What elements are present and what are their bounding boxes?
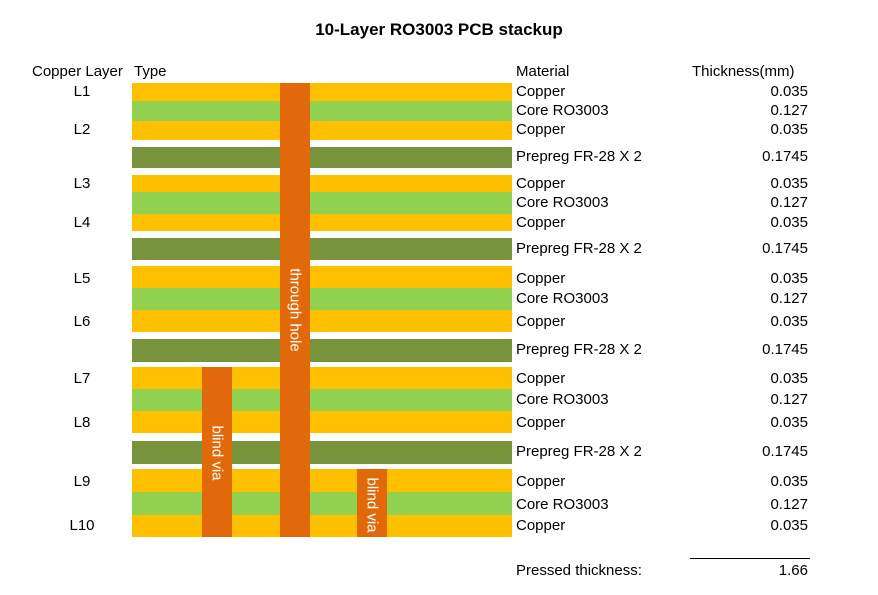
thickness-value: 0.1745 [762,148,808,165]
copper-layer-label: L3 [73,175,91,192]
material-label: Copper [516,313,566,330]
layer-band-copper [132,469,512,492]
material-label: Core RO3003 [516,194,609,211]
material-label: Copper [516,270,566,287]
thickness-value: 0.127 [770,391,808,408]
copper-layer-label: L4 [73,214,91,231]
material-label: Core RO3003 [516,102,609,119]
thickness-value: 0.035 [770,473,808,490]
thickness-value: 0.035 [770,121,808,138]
layer-band-copper [132,121,512,140]
material-label: Copper [516,121,566,138]
material-label: Copper [516,175,566,192]
layer-band-prepreg [132,339,512,362]
via-label: blind via [363,477,381,533]
material-label: Core RO3003 [516,391,609,408]
thickness-value: 0.035 [770,517,808,534]
material-label: Core RO3003 [516,290,609,307]
copper-layer-label: L1 [73,83,91,100]
layer-band-core [132,101,512,121]
thickness-value: 0.1745 [762,240,808,257]
material-label: Copper [516,414,566,431]
thickness-value: 0.035 [770,414,808,431]
pressed-thickness-label: Pressed thickness: [516,562,642,579]
thickness-value: 0.127 [770,496,808,513]
material-label: Prepreg FR-28 X 2 [516,148,642,165]
thickness-value: 0.035 [770,175,808,192]
material-label: Copper [516,473,566,490]
thickness-value: 0.127 [770,102,808,119]
layer-band-copper [132,266,512,288]
layer-band-core [132,192,512,214]
header-copper-layer: Copper Layer [32,63,123,80]
layer-band-copper [132,214,512,231]
thickness-value: 0.035 [770,214,808,231]
through-hole-via [280,83,310,537]
material-label: Copper [516,370,566,387]
thickness-value: 0.127 [770,194,808,211]
pressed-thickness-value: 1.66 [778,562,808,579]
thickness-value: 0.1745 [762,443,808,460]
layer-band-copper [132,310,512,332]
material-label: Copper [516,517,566,534]
material-label: Copper [516,83,566,100]
copper-layer-label: L5 [73,270,91,287]
header-material: Material [516,63,570,80]
diagram-title: 10-Layer RO3003 PCB stackup [315,20,563,39]
copper-layer-label: L10 [69,517,95,534]
header-type: Type [134,63,167,80]
layer-band-core [132,492,512,515]
layer-band-prepreg [132,441,512,464]
thickness-value: 0.035 [770,313,808,330]
layer-band-prepreg [132,238,512,260]
header-thickness: Thickness(mm) [692,63,795,80]
copper-layer-label: L7 [73,370,91,387]
thickness-value: 0.035 [770,83,808,100]
layer-band-prepreg [132,147,512,168]
copper-layer-label: L6 [73,313,91,330]
copper-layer-label: L9 [73,473,91,490]
thickness-value: 0.035 [770,370,808,387]
material-label: Prepreg FR-28 X 2 [516,240,642,257]
copper-layer-label: L2 [73,121,91,138]
thickness-value: 0.035 [770,270,808,287]
material-label: Prepreg FR-28 X 2 [516,341,642,358]
thickness-value: 0.127 [770,290,808,307]
material-label: Copper [516,214,566,231]
layer-band-copper [132,411,512,433]
thickness-value: 0.1745 [762,341,808,358]
total-divider [690,558,810,559]
layer-band-copper [132,515,512,537]
blind-via-via [202,367,232,537]
layer-band-copper [132,175,512,192]
via-label: through hole [286,268,304,352]
blind-via-via [357,469,387,537]
layer-band-copper [132,367,512,389]
copper-layer-label: L8 [73,414,91,431]
layer-band-copper [132,83,512,101]
layer-band-core [132,288,512,310]
material-label: Prepreg FR-28 X 2 [516,443,642,460]
layer-band-core [132,389,512,412]
material-label: Core RO3003 [516,496,609,513]
via-label: blind via [208,425,226,481]
